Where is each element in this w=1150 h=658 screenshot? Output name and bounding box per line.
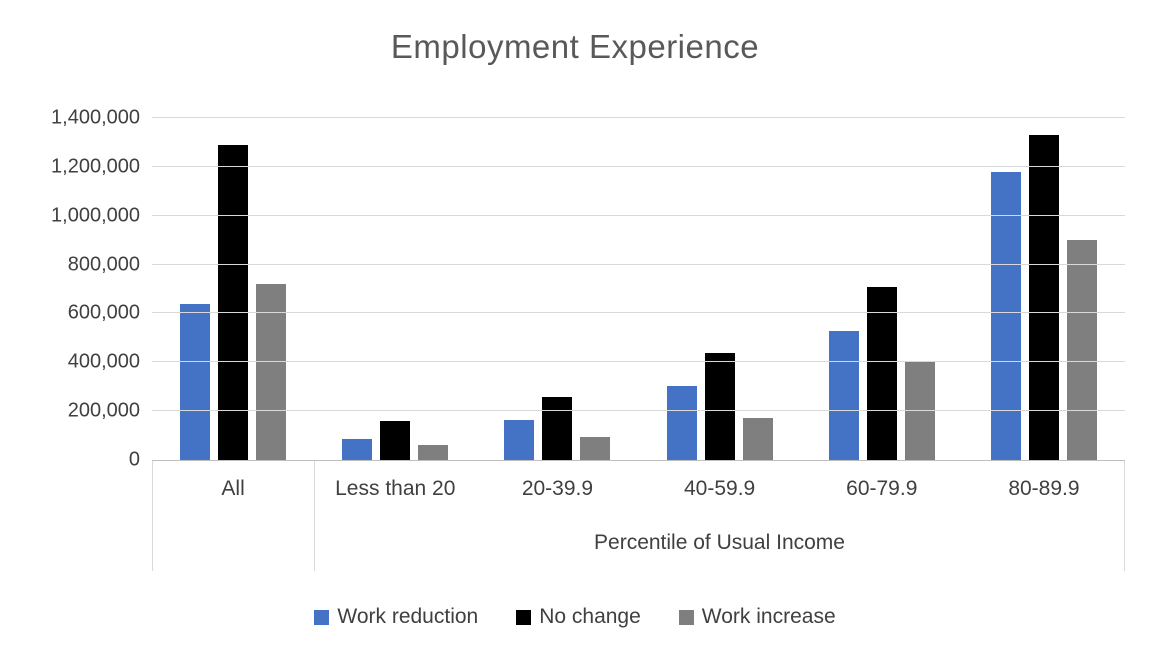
x-category-label-80-89-9: 80-89.9 bbox=[1008, 476, 1080, 500]
legend-item-work-reduction[interactable]: Work reduction bbox=[314, 605, 478, 629]
gridline bbox=[152, 263, 1125, 265]
gridline bbox=[152, 312, 1125, 314]
y-tick-label: 200,000 bbox=[67, 399, 140, 422]
bar-no-change-20-39-9[interactable] bbox=[542, 396, 573, 460]
gridline bbox=[152, 165, 1125, 167]
bar-work-reduction-60-79-9[interactable] bbox=[828, 330, 859, 460]
y-tick-label: 600,000 bbox=[67, 301, 140, 324]
y-tick-label: 0 bbox=[128, 448, 140, 471]
gridline bbox=[152, 214, 1125, 216]
bar-work-increase-20-39-9[interactable] bbox=[580, 436, 611, 460]
x-category-label-40-59-9: 40-59.9 bbox=[683, 476, 756, 500]
bar-work-increase-less-than-20[interactable] bbox=[418, 445, 449, 460]
x-category-label-all: All bbox=[221, 476, 245, 500]
x-category-label-20-39-9: 20-39.9 bbox=[521, 476, 594, 500]
gridline bbox=[152, 117, 1125, 118]
y-tick-label: 1,400,000 bbox=[51, 106, 140, 129]
y-tick-label: 1,200,000 bbox=[51, 155, 140, 178]
legend-item-work-increase[interactable]: Work increase bbox=[678, 605, 836, 629]
legend-swatch-icon bbox=[516, 609, 532, 625]
bar-group-20-39-9 bbox=[476, 118, 638, 460]
bar-no-change-60-79-9[interactable] bbox=[866, 286, 897, 460]
bar-group-80-89-9 bbox=[963, 118, 1125, 460]
legend-label: Work increase bbox=[701, 605, 836, 628]
gridline bbox=[152, 361, 1125, 363]
y-tick-label: 800,000 bbox=[67, 253, 140, 276]
chart-title: Employment Experience bbox=[390, 28, 760, 65]
y-tick-label: 400,000 bbox=[67, 350, 140, 373]
gridline bbox=[152, 410, 1125, 412]
legend-item-no-change[interactable]: No change bbox=[516, 605, 641, 629]
legend-label: No change bbox=[539, 605, 641, 628]
bar-work-increase-all[interactable] bbox=[256, 284, 287, 460]
bar-work-reduction-20-39-9[interactable] bbox=[504, 419, 535, 460]
x-axis-group-label: Percentile of Usual Income bbox=[594, 531, 845, 554]
bar-work-reduction-80-89-9[interactable] bbox=[990, 171, 1021, 460]
legend-label: Work reduction bbox=[337, 605, 479, 628]
y-tick-label: 1,000,000 bbox=[51, 204, 140, 227]
bar-work-increase-40-59-9[interactable] bbox=[742, 418, 773, 460]
axis-separator-mid bbox=[314, 461, 315, 571]
x-axis: All Less than 20 20-39.9 40-59.9 60-79.9 80-8… bbox=[152, 461, 1125, 516]
y-axis: 0 200,000 400,000 600,000 800,000 1,000,000 1,… bbox=[0, 107, 140, 471]
plot-area bbox=[152, 117, 1125, 461]
bar-group-all bbox=[152, 118, 314, 460]
x-category-label-less-than-20: Less than 20 bbox=[335, 476, 456, 500]
axis-separator-right bbox=[1124, 461, 1125, 571]
bar-work-reduction-all[interactable] bbox=[180, 303, 211, 460]
x-category-label-60-79-9: 60-79.9 bbox=[846, 476, 918, 500]
bar-no-change-less-than-20[interactable] bbox=[380, 420, 411, 460]
bar-work-increase-80-89-9[interactable] bbox=[1066, 240, 1097, 460]
bar-group-less-than-20 bbox=[314, 118, 476, 460]
legend-swatch-icon bbox=[678, 609, 694, 625]
bar-no-change-40-59-9[interactable] bbox=[704, 352, 735, 460]
bar-group-40-59-9 bbox=[639, 118, 801, 460]
bar-no-change-all[interactable] bbox=[218, 144, 249, 460]
bar-work-reduction-40-59-9[interactable] bbox=[666, 385, 697, 460]
bar-no-change-80-89-9[interactable] bbox=[1028, 135, 1059, 460]
bar-group-60-79-9 bbox=[801, 118, 963, 460]
axis-separator-left bbox=[152, 461, 153, 571]
legend: Work reduction No change Work increase bbox=[0, 600, 1150, 634]
bar-work-reduction-less-than-20[interactable] bbox=[342, 439, 373, 460]
legend-swatch-icon bbox=[314, 609, 330, 625]
